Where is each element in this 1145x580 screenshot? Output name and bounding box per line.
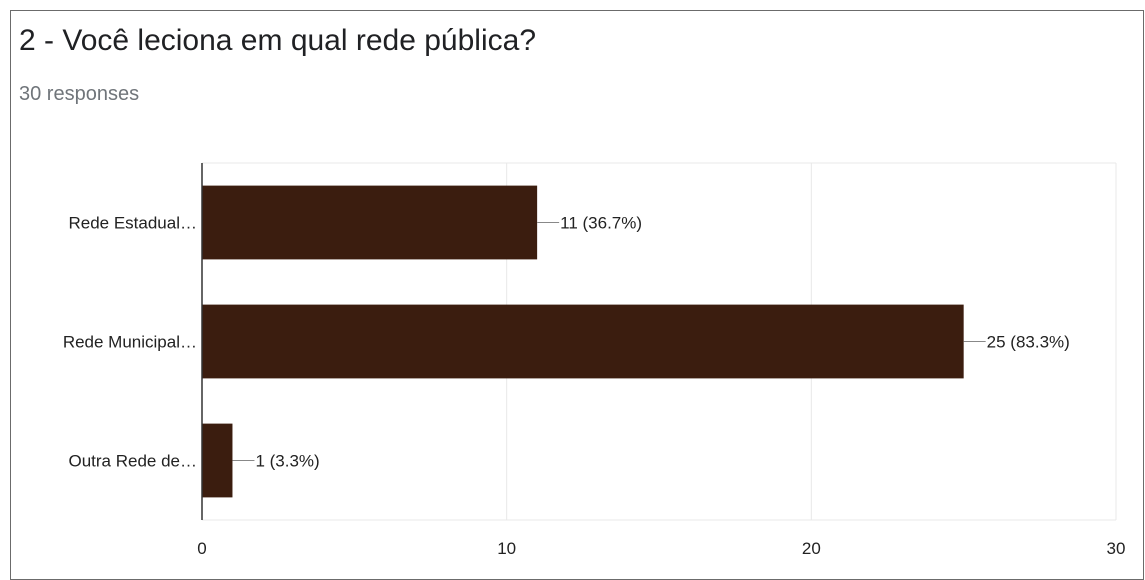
data-label-2: 1 (3.3%) — [255, 452, 319, 471]
category-label-0: Rede Estadual… — [68, 214, 197, 233]
bar-1 — [202, 304, 964, 379]
data-label-1: 25 (83.3%) — [987, 333, 1070, 352]
x-tick-label-0: 0 — [197, 539, 206, 558]
category-label-2: Outra Rede de… — [68, 452, 197, 471]
x-tick-label-2: 20 — [802, 539, 821, 558]
x-tick-label-1: 10 — [497, 539, 516, 558]
data-label-0: 11 (36.7%) — [560, 214, 642, 233]
question-card — [10, 10, 1144, 580]
category-label-1: Rede Municipal… — [63, 333, 197, 352]
bar-2 — [202, 423, 233, 498]
x-tick-label-3: 30 — [1107, 539, 1126, 558]
question-title: 2 - Você leciona em qual rede pública? — [19, 24, 537, 57]
bar-0 — [202, 185, 538, 260]
responses-count: 30 responses — [19, 83, 140, 105]
